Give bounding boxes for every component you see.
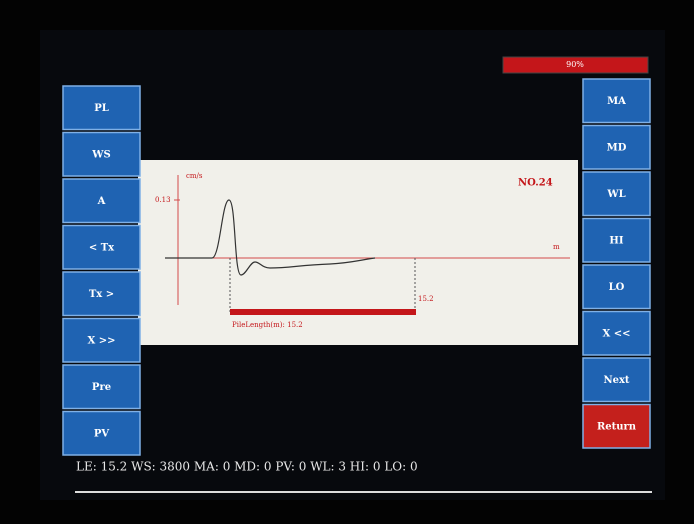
- pile-bar: [230, 309, 416, 315]
- button-label[interactable]: WS: [91, 149, 110, 160]
- button-label[interactable]: < Tx: [89, 242, 115, 253]
- button-label[interactable]: Tx >: [89, 289, 114, 300]
- button-label[interactable]: X <<: [603, 328, 631, 339]
- battery-label: 90%: [566, 60, 584, 69]
- button-label[interactable]: X >>: [88, 335, 116, 346]
- button-label[interactable]: PV: [94, 428, 110, 439]
- marker-label: 15.2: [418, 295, 434, 303]
- button-label[interactable]: Return: [597, 421, 637, 432]
- status-line: LE: 15.2 WS: 3800 MA: 0 MD: 0 PV: 0 WL: …: [76, 460, 418, 474]
- record-number: NO.24: [518, 178, 553, 189]
- button-label[interactable]: A: [97, 196, 106, 207]
- button-label[interactable]: Pre: [92, 382, 111, 393]
- button-label[interactable]: MA: [607, 96, 626, 107]
- plot-area: [138, 160, 578, 345]
- x-unit: m: [553, 243, 560, 251]
- button-label[interactable]: PL: [94, 103, 109, 114]
- button-label[interactable]: MD: [607, 142, 627, 153]
- button-label[interactable]: WL: [606, 189, 625, 200]
- y-value-label: 0.13: [155, 196, 171, 204]
- pile-length: PileLength(m): 15.2: [232, 321, 303, 329]
- button-label[interactable]: HI: [609, 235, 623, 246]
- screen: 90% cm/s 0.13 m NO.24 15.2 PileLength(m)…: [0, 0, 694, 524]
- button-label[interactable]: Next: [603, 375, 629, 386]
- button-label[interactable]: LO: [609, 282, 625, 293]
- y-unit: cm/s: [186, 172, 203, 180]
